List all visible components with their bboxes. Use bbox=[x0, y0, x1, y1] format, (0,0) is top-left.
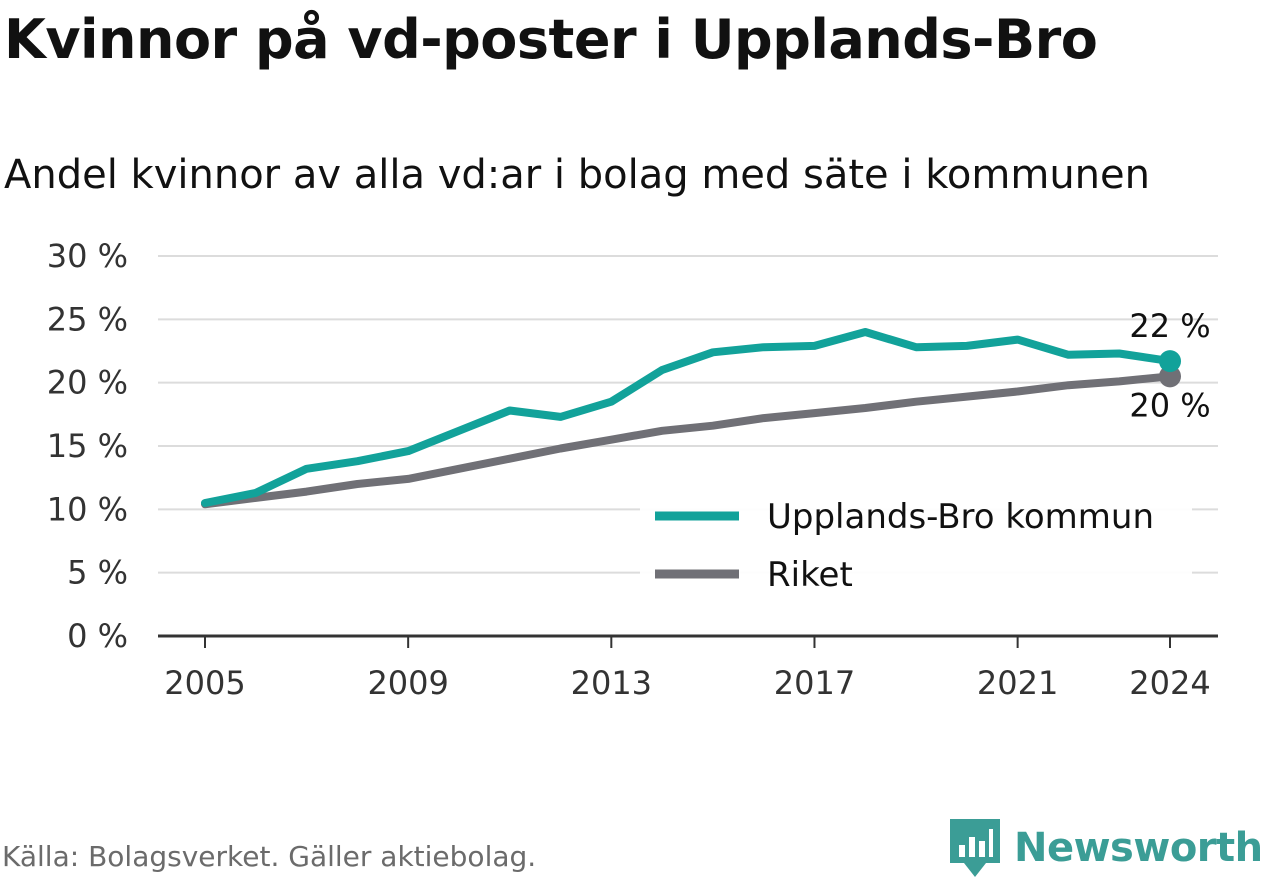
legend-background bbox=[640, 488, 1192, 600]
chart-title: Kvinnor på vd-poster i Upplands-Bro bbox=[4, 8, 1098, 71]
end-point bbox=[1159, 365, 1181, 388]
series-lines bbox=[201, 328, 1181, 509]
y-axis: 0 % 5 % 10 % 15 % 20 % 25 % 30 % bbox=[47, 237, 128, 655]
x-axis: 2005 2009 2013 2017 2021 2024 bbox=[158, 634, 1218, 702]
x-tick-label: 2009 bbox=[367, 664, 448, 702]
x-tick-label: 2017 bbox=[774, 664, 855, 702]
end-value-label: 22 % bbox=[1129, 307, 1210, 345]
y-tick-label: 20 % bbox=[47, 364, 128, 402]
y-tick-label: 5 % bbox=[67, 554, 128, 592]
y-tick-label: 25 % bbox=[47, 300, 128, 338]
brand-logo: Newsworthy bbox=[950, 818, 1262, 878]
line-chart: 0 %5 %10 %15 %20 %25 %30 % 2005 2009 2013 2… bbox=[47, 237, 1218, 702]
x-tick-label: 2005 bbox=[164, 664, 245, 702]
newsworthy-logo-icon bbox=[950, 819, 1000, 877]
end-point bbox=[1159, 350, 1181, 373]
y-tick-label: 30 % bbox=[47, 237, 128, 275]
y-tick-label: 10 % bbox=[47, 490, 128, 528]
brand-name: Newsworthy bbox=[1014, 825, 1262, 871]
chart-subtitle: Andel kvinnor av alla vd:ar i bolag med … bbox=[4, 152, 1150, 198]
source-note: Källa: Bolagsverket. Gäller aktiebolag. bbox=[2, 840, 537, 873]
series-line bbox=[201, 328, 1174, 507]
x-tick-label: 2021 bbox=[977, 664, 1058, 702]
legend-label: Riket bbox=[767, 555, 853, 595]
legend-label: Upplands-Bro kommun bbox=[767, 497, 1154, 537]
end-value-label: 20 % bbox=[1129, 386, 1210, 424]
x-tick-label: 2024 bbox=[1129, 664, 1210, 702]
series-line bbox=[201, 372, 1174, 509]
x-tick-label: 2013 bbox=[571, 664, 652, 702]
legend: Upplands-Bro kommun Riket bbox=[640, 488, 1192, 600]
y-tick-label: 15 % bbox=[47, 427, 128, 465]
y-tick-label: 0 % bbox=[67, 617, 128, 655]
end-labels: 22 % 20 % bbox=[1129, 307, 1210, 424]
